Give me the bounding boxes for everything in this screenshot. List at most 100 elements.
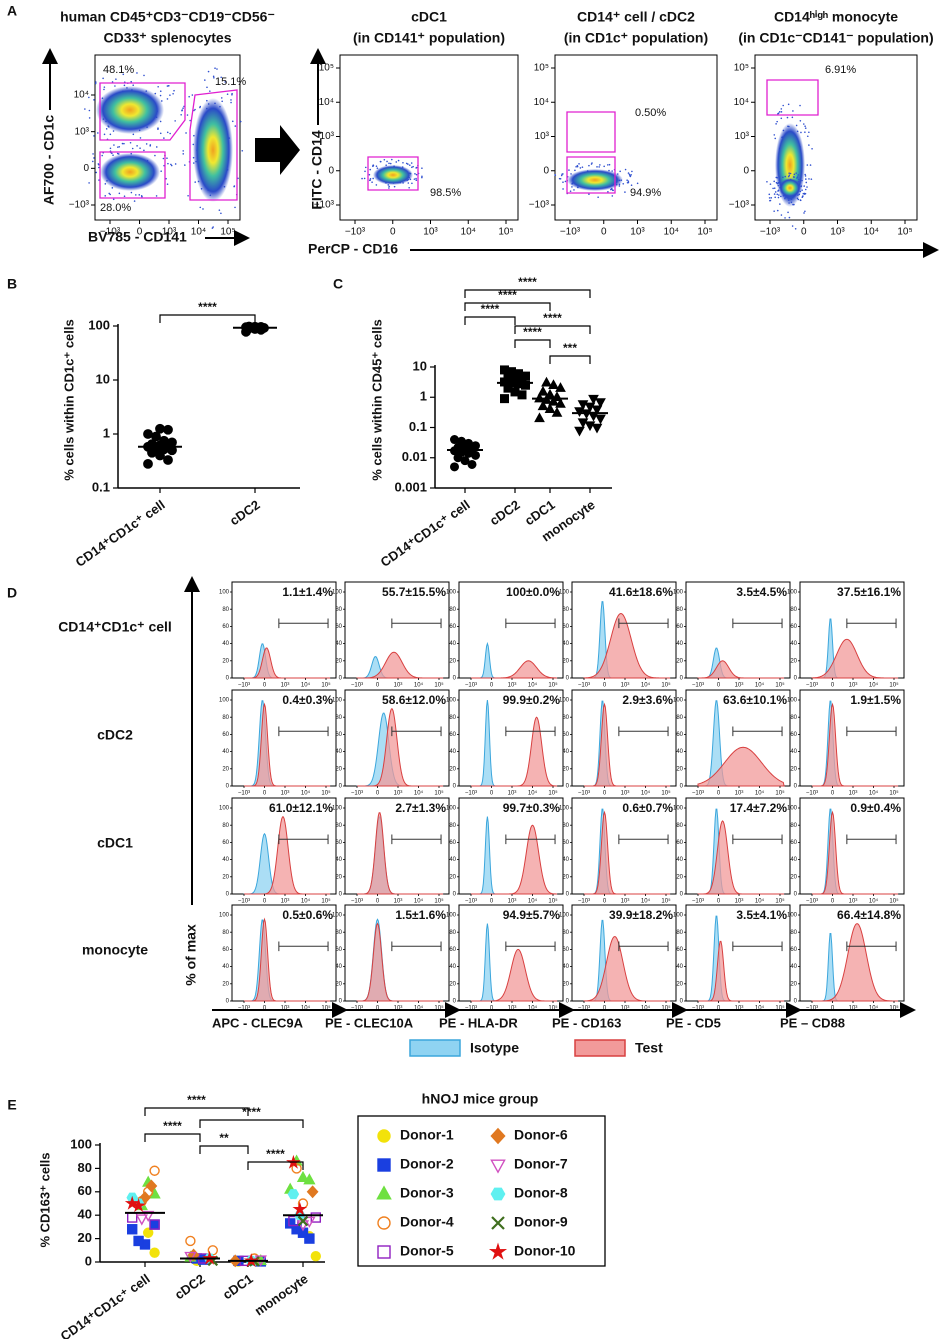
event-dot xyxy=(774,191,777,193)
data-point xyxy=(595,398,606,408)
legend-marker xyxy=(490,1159,506,1174)
gate xyxy=(766,79,819,116)
x-tick-label: −10³ xyxy=(351,1006,363,1012)
percent-label: 1.9±1.5% xyxy=(850,693,901,707)
significance-label: **** xyxy=(187,1093,206,1107)
y-tick-label: 1 xyxy=(420,389,427,404)
event-dot xyxy=(155,146,158,148)
event-dot xyxy=(768,193,771,196)
percent-label: 99.7±0.3% xyxy=(503,801,561,815)
y-axis-label: % of max xyxy=(183,924,199,986)
event-dot xyxy=(388,162,390,165)
y-tick-label: 40 xyxy=(562,749,569,755)
y-tick-label: 10³ xyxy=(75,126,90,137)
plot-frame xyxy=(94,54,241,221)
density xyxy=(96,86,164,134)
legend-frame xyxy=(357,1115,606,1267)
plot-title: (in CD141⁺ population) xyxy=(353,30,505,46)
data-point xyxy=(133,1235,144,1247)
x-tick-label: 0 xyxy=(263,1006,267,1012)
histogram xyxy=(812,923,899,1002)
data-point xyxy=(285,1218,296,1229)
percent-label: 99.9±0.2% xyxy=(503,693,561,707)
histogram xyxy=(584,808,671,895)
event-dot xyxy=(598,166,600,168)
x-tick-label: 10⁴ xyxy=(755,682,765,689)
y-tick-label: 80 xyxy=(790,930,797,936)
legend-marker xyxy=(490,1127,506,1145)
event-dot xyxy=(787,199,790,201)
event-dot xyxy=(774,196,777,199)
y-tick-label: 20 xyxy=(449,766,456,772)
event-dot xyxy=(774,137,777,140)
x-tick-label: −10³ xyxy=(238,899,250,905)
event-dot xyxy=(230,101,232,104)
data-point xyxy=(244,321,254,332)
event-dot xyxy=(132,84,135,87)
x-tick-label: 10³ xyxy=(281,899,290,905)
x-tick-label: 10⁵ xyxy=(889,1005,899,1012)
event-dot xyxy=(220,76,222,79)
x-tick-label: 10³ xyxy=(394,1006,403,1012)
data-point xyxy=(588,394,599,405)
gate-bar xyxy=(732,618,783,629)
event-dot xyxy=(768,197,771,199)
x-tick-label: 0 xyxy=(490,899,494,905)
y-tick-label: 80 xyxy=(449,715,456,721)
x-tick-label: 10⁴ xyxy=(191,227,206,238)
event-dot xyxy=(121,142,124,145)
event-dot xyxy=(194,181,197,183)
y-tick-label: 80 xyxy=(449,930,456,936)
event-dot xyxy=(163,137,165,139)
event-dot xyxy=(122,73,125,76)
event-dot xyxy=(91,160,94,163)
y-tick-label: 20 xyxy=(78,1230,92,1245)
plot-frame xyxy=(754,54,918,221)
x-tick-label: 10⁴ xyxy=(641,790,651,797)
x-tick-label: 10⁵ xyxy=(548,898,558,905)
y-tick-label: 100 xyxy=(559,698,570,704)
y-tick-label: 20 xyxy=(562,658,569,664)
event-dot xyxy=(554,174,557,177)
histogram xyxy=(584,702,671,787)
y-tick-label: 40 xyxy=(676,641,683,647)
event-dot xyxy=(369,179,371,182)
y-tick-label: 0 xyxy=(794,892,798,898)
data-point xyxy=(591,405,603,416)
y-tick-label: 60 xyxy=(790,947,797,953)
event-dot xyxy=(805,181,808,184)
histogram xyxy=(244,647,331,679)
y-tick-label: 40 xyxy=(335,964,342,970)
plot-title: CD33⁺ splenocytes xyxy=(104,30,232,46)
data-point xyxy=(126,1224,138,1235)
y-tick-label: 80 xyxy=(222,930,229,936)
y-tick-label: 40 xyxy=(449,749,456,755)
y-tick-label: 20 xyxy=(335,874,342,880)
event-dot xyxy=(234,125,237,127)
legend-marker xyxy=(376,1185,392,1200)
data-point xyxy=(595,414,606,425)
histogram xyxy=(244,919,331,1002)
data-point xyxy=(537,385,549,396)
x-tick-label: 10⁵ xyxy=(321,898,331,905)
event-dot xyxy=(368,173,371,176)
data-point xyxy=(467,459,477,469)
x-tick-label: −10³ xyxy=(465,791,477,797)
gate-percent: 98.5% xyxy=(430,187,461,199)
y-tick-label: 10³ xyxy=(735,131,750,142)
x-tick-label: 10³ xyxy=(508,1006,517,1012)
data-point xyxy=(591,423,603,434)
x-tick-label: 10⁴ xyxy=(641,1005,651,1012)
event-dot xyxy=(776,193,779,196)
event-dot xyxy=(159,132,162,135)
y-tick-label: 100 xyxy=(219,806,230,812)
event-dot xyxy=(182,107,184,109)
x-tick-label: 10³ xyxy=(735,683,744,689)
event-dot xyxy=(800,185,803,187)
x-tick-label: 0 xyxy=(717,899,721,905)
event-dot xyxy=(115,78,117,80)
y-tick-label: 100 xyxy=(332,806,343,812)
y-tick-label: 20 xyxy=(222,766,229,772)
event-dot xyxy=(405,162,408,165)
x-tick-label: −10³ xyxy=(465,1006,477,1012)
